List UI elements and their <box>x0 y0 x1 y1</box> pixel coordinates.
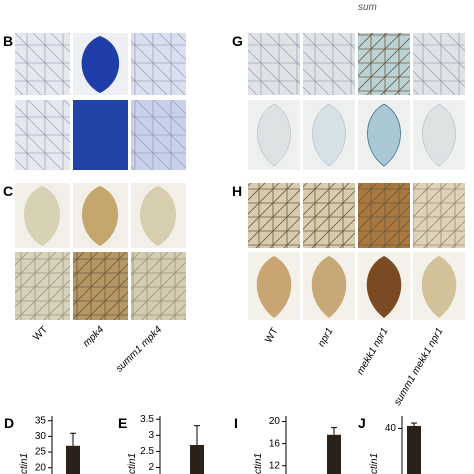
genotype-label: npr1 <box>316 326 336 349</box>
y-tick-label: 20 <box>35 462 47 473</box>
leaf <box>312 103 346 167</box>
leaf <box>367 103 401 167</box>
leaf <box>81 36 120 93</box>
y-tick-label: 3 <box>148 430 154 441</box>
y-tick-label: 20 <box>269 416 281 427</box>
image-grid <box>15 183 186 320</box>
axis-title: ctin1 <box>19 453 30 474</box>
axis-title: ctin1 <box>253 453 264 474</box>
bar <box>327 434 341 474</box>
image-grid <box>15 33 186 170</box>
image <box>131 100 186 170</box>
image <box>15 252 70 320</box>
image <box>73 252 128 320</box>
y-tick-label: 25 <box>35 447 47 458</box>
image <box>413 33 465 95</box>
y-tick-label: 2 <box>148 462 154 473</box>
image <box>248 33 300 95</box>
panel-label: E <box>118 415 127 431</box>
image-grid <box>248 33 465 170</box>
leaf <box>140 186 176 246</box>
y-tick-label: 12 <box>269 460 281 471</box>
panel-label: I <box>234 415 238 431</box>
leaf <box>24 186 60 246</box>
image <box>131 33 186 95</box>
panel-label: J <box>358 415 366 431</box>
image <box>303 33 355 95</box>
leaf <box>311 256 347 318</box>
bar <box>407 425 421 474</box>
image <box>131 252 186 320</box>
cropped-text: sum <box>358 2 377 13</box>
bar <box>190 445 204 474</box>
y-tick-label: 40 <box>385 423 397 434</box>
leaf <box>366 256 402 318</box>
y-tick-label: 30 <box>35 431 47 442</box>
image <box>303 183 355 248</box>
image <box>15 33 70 95</box>
genotype-label: summ1 mekk1 npr1 <box>392 326 445 408</box>
image <box>15 100 70 170</box>
y-tick-label: 16 <box>269 438 281 449</box>
axis-title: ctin1 <box>369 453 380 474</box>
leaf <box>256 256 292 318</box>
genotype-label: WT <box>263 326 280 345</box>
image <box>358 183 410 248</box>
image <box>73 100 128 170</box>
genotype-label: mpk4 <box>81 324 106 349</box>
panel-label: C <box>3 183 13 199</box>
leaf <box>82 186 118 246</box>
image-grid <box>248 183 465 320</box>
panel-label: D <box>4 415 14 431</box>
genotype-label: WT <box>31 324 50 343</box>
y-tick-label: 3.5 <box>140 414 154 425</box>
image <box>358 33 410 95</box>
genotype-label: summ1 mpk4 <box>114 324 165 375</box>
panel-label: H <box>232 183 242 199</box>
leaf <box>257 103 291 167</box>
image <box>413 183 465 248</box>
genotype-label: mekk1 npr1 <box>355 326 391 377</box>
panel-label: G <box>232 33 243 49</box>
y-tick-label: 35 <box>35 415 47 426</box>
leaf <box>421 256 457 318</box>
panel-label: B <box>3 33 13 49</box>
bar <box>66 445 80 474</box>
y-tick-label: 2.5 <box>140 446 154 457</box>
axis-title: ctin1 <box>127 453 138 474</box>
image <box>248 183 300 248</box>
leaf <box>422 103 456 167</box>
